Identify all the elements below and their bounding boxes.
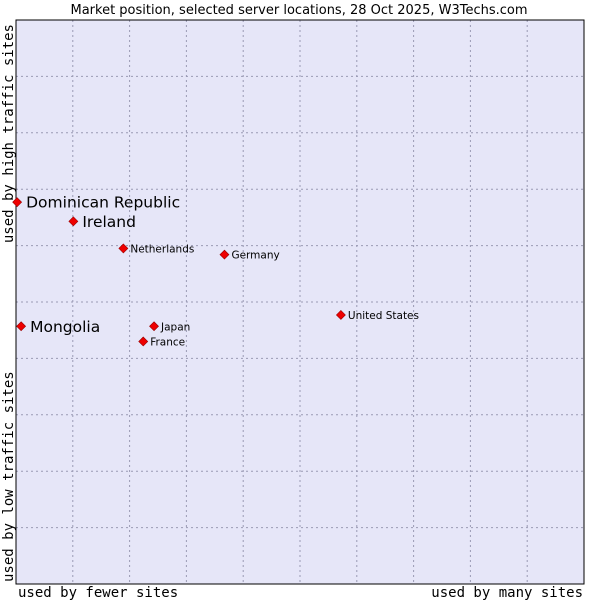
plot-border <box>15 19 585 585</box>
point-marker-mongolia <box>16 321 27 332</box>
point-label-ireland: Ireland <box>82 213 136 231</box>
chart-title: Market position, selected server locatio… <box>70 3 527 18</box>
point-label-dominican-republic: Dominican Republic <box>26 194 180 212</box>
point-mongolia: Mongolia <box>16 318 100 336</box>
point-marker-france <box>138 336 149 347</box>
x-axis-label-low: used by fewer sites <box>18 585 178 600</box>
point-dominican-republic: Dominican Republic <box>12 194 180 212</box>
point-marker-germany <box>219 249 230 260</box>
point-label-germany: Germany <box>231 250 279 262</box>
y-axis-label-low: used by low traffic sites <box>1 371 17 582</box>
point-marker-ireland <box>68 216 79 227</box>
grid <box>16 20 584 584</box>
point-united-states: United States <box>335 310 419 322</box>
point-label-netherlands: Netherlands <box>130 243 194 255</box>
point-label-mongolia: Mongolia <box>30 318 100 336</box>
point-label-japan: Japan <box>160 321 190 333</box>
point-marker-united-states <box>335 310 346 320</box>
point-label-france: France <box>150 336 185 348</box>
point-netherlands: Netherlands <box>118 243 194 255</box>
x-axis-label-high: used by many sites <box>431 585 583 600</box>
point-ireland: Ireland <box>68 213 136 231</box>
point-germany: Germany <box>219 249 280 262</box>
point-label-united-states: United States <box>348 310 419 322</box>
point-marker-netherlands <box>118 243 129 254</box>
point-marker-dominican-republic <box>12 197 23 208</box>
point-marker-japan <box>149 321 159 332</box>
point-japan: Japan <box>149 321 190 333</box>
y-axis-label-high: used by high traffic sites <box>1 24 17 243</box>
point-france: France <box>138 336 185 348</box>
